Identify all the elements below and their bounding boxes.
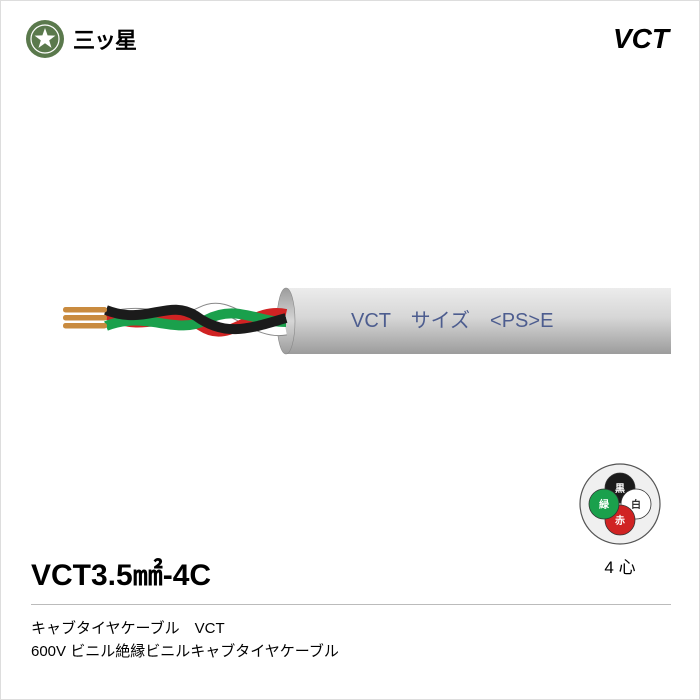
spec-line1: キャブタイヤケーブル VCT bbox=[31, 617, 671, 638]
brand-star-icon bbox=[25, 19, 65, 59]
spec-code-suffix: -4C bbox=[163, 559, 211, 592]
svg-text:緑: 緑 bbox=[599, 498, 610, 511]
spec-code: VCT3.5㎟-4C bbox=[31, 550, 671, 594]
core-green: 緑 bbox=[589, 489, 619, 519]
svg-text:黒: 黒 bbox=[615, 483, 625, 495]
spec-line2: 600V ビニル絶縁ビニルキャブタイヤケーブル bbox=[31, 640, 671, 661]
brand-logo: 三ッ星 bbox=[25, 19, 136, 59]
cable-illustration: VCT サイズ <PS>E bbox=[51, 256, 671, 356]
header: 三ッ星 VCT bbox=[1, 1, 699, 59]
spec-code-prefix: VCT3.5 bbox=[31, 559, 133, 592]
sheath-text: VCT サイズ <PS>E bbox=[351, 309, 553, 332]
brand-name: 三ッ星 bbox=[73, 23, 136, 55]
twisted-wires-icon bbox=[63, 307, 286, 332]
svg-text:赤: 赤 bbox=[615, 514, 625, 527]
spec-code-unit: ㎟ bbox=[133, 559, 163, 592]
spec-divider bbox=[31, 604, 671, 605]
spec-block: VCT3.5㎟-4C キャブタイヤケーブル VCT 600V ビニル絶縁ビニルキ… bbox=[31, 550, 671, 661]
svg-text:白: 白 bbox=[631, 498, 641, 511]
product-label: VCT bbox=[613, 23, 669, 55]
